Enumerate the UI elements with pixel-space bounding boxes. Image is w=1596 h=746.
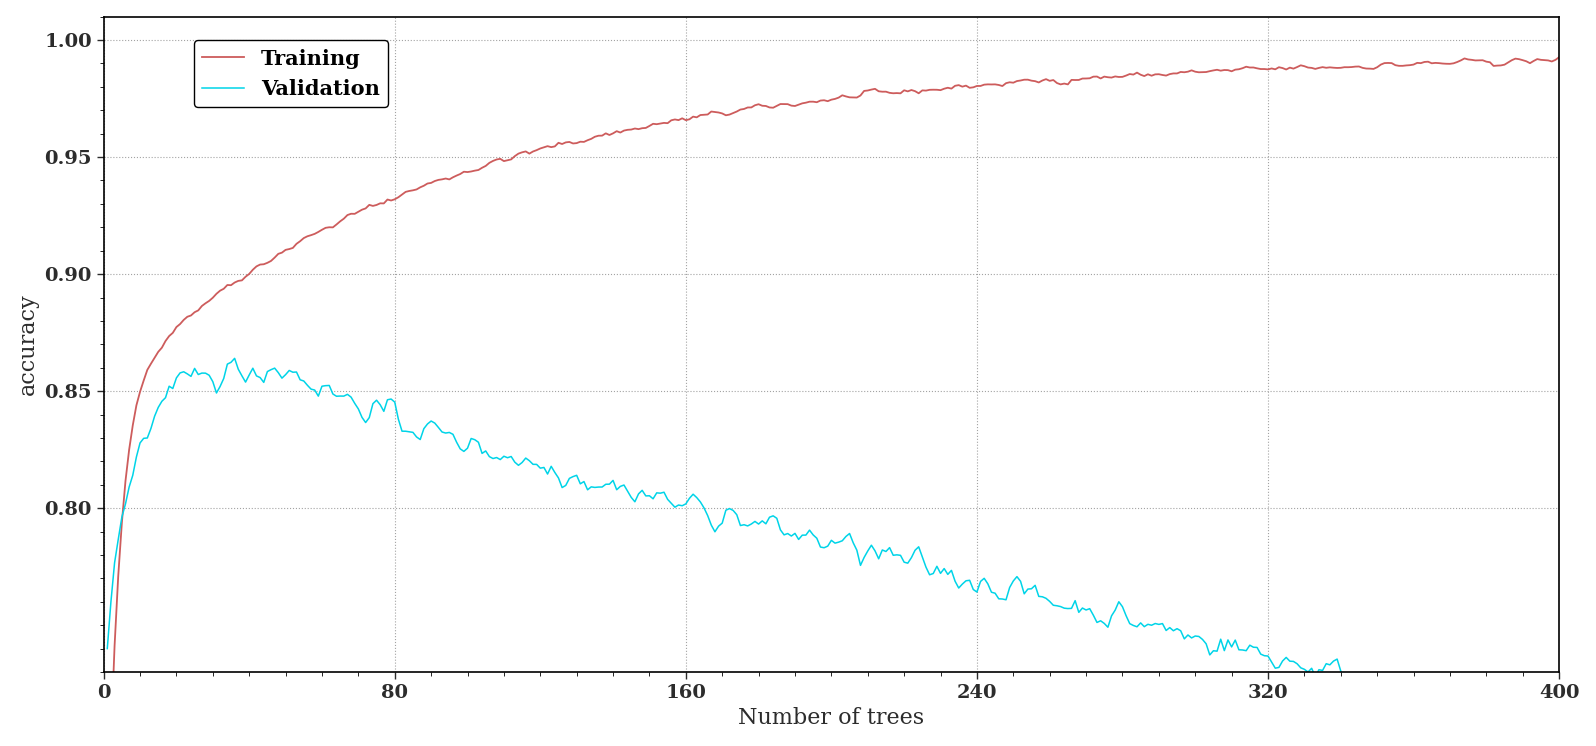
Validation [97,644,117,653]
Training [1152,71,1171,80]
Training [1010,76,1029,85]
Validation [677,499,696,508]
Training [1550,53,1569,62]
Validation [575,477,594,486]
Validation [1157,626,1176,635]
Training [571,137,591,146]
Validation [225,354,244,363]
Training [672,114,691,123]
Line: Validation: Validation [107,358,1559,733]
Y-axis label: accuracy: accuracy [16,293,38,395]
Legend: Training, Validation: Training, Validation [195,40,388,107]
Validation [1149,620,1168,629]
X-axis label: Number of trees: Number of trees [739,707,924,730]
Validation [276,370,295,379]
Validation [1015,589,1034,598]
Validation [1527,729,1547,738]
Validation [1550,726,1569,735]
Training [1146,70,1165,79]
Training [273,248,292,257]
Line: Training: Training [107,57,1559,746]
